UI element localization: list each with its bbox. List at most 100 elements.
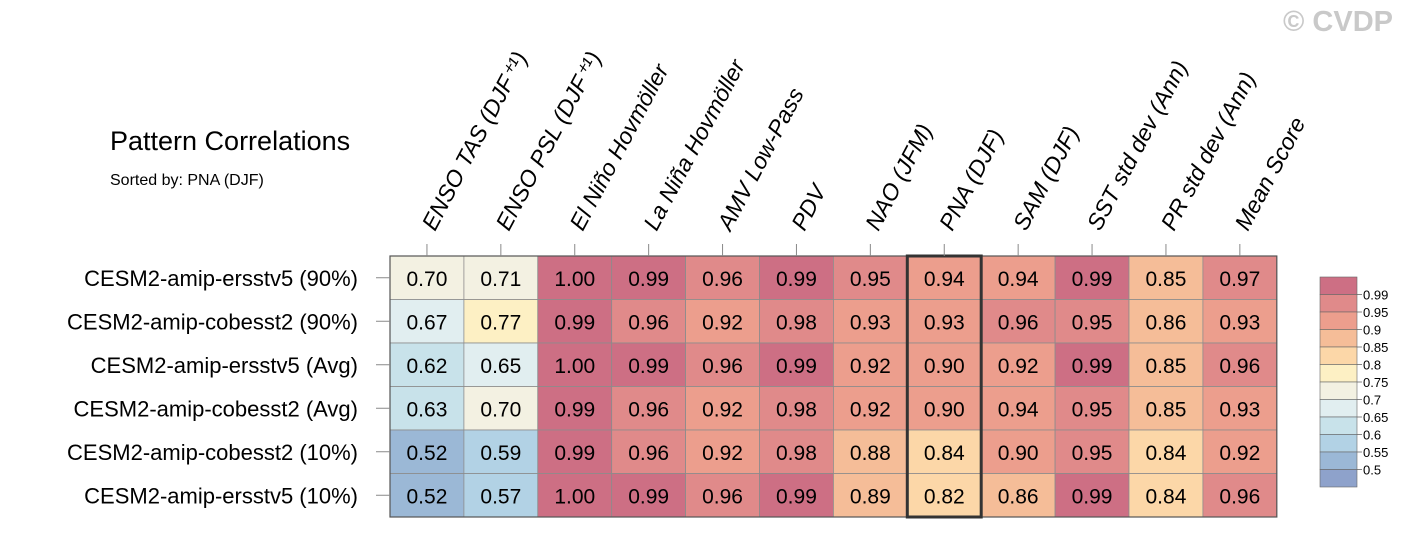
row-label: CESM2-amip-cobesst2 (90%) bbox=[67, 309, 358, 334]
cell-value: 0.92 bbox=[998, 355, 1039, 378]
cell-value: 0.88 bbox=[850, 442, 891, 465]
colorbar-label: 0.99 bbox=[1363, 288, 1388, 303]
cell-value: 0.84 bbox=[924, 442, 965, 465]
heatmap-cell bbox=[685, 299, 760, 344]
colorbar-swatch bbox=[1319, 311, 1358, 330]
cell-value: 0.89 bbox=[850, 485, 891, 508]
heatmap-cell bbox=[833, 299, 908, 344]
cell-value: 0.96 bbox=[1219, 485, 1260, 508]
cell-value: 0.63 bbox=[407, 398, 448, 421]
cell-value: 0.99 bbox=[628, 355, 669, 378]
cell-value: 0.57 bbox=[480, 485, 521, 508]
heatmap-cell bbox=[1128, 473, 1204, 518]
colorbar-label: 0.95 bbox=[1363, 305, 1388, 320]
heatmap-cell bbox=[1128, 429, 1204, 474]
cell-value: 0.99 bbox=[776, 355, 817, 378]
chart-title: Pattern Correlations bbox=[110, 126, 351, 156]
cell-value: 0.96 bbox=[628, 442, 669, 465]
heatmap-cell bbox=[611, 429, 687, 474]
heatmap-cell bbox=[611, 473, 687, 518]
cell-value: 0.59 bbox=[480, 442, 521, 465]
colorbar-swatch bbox=[1319, 276, 1358, 295]
colorbar-swatch bbox=[1319, 364, 1358, 383]
heatmap-cell bbox=[980, 299, 1056, 344]
cell-value: 0.95 bbox=[1072, 311, 1113, 334]
heatmap-cell bbox=[759, 429, 834, 474]
colorbar-label: 0.75 bbox=[1363, 375, 1388, 390]
column-label: PNA (DJF) bbox=[934, 125, 1009, 235]
heatmap-cell bbox=[1054, 342, 1130, 387]
heatmap-cell bbox=[1128, 299, 1204, 344]
cell-value: 0.99 bbox=[1072, 268, 1113, 291]
heatmap-cell bbox=[389, 386, 465, 431]
cell-value: 0.99 bbox=[1072, 355, 1113, 378]
column-label: Mean Score bbox=[1229, 113, 1310, 235]
column-label: SAM (DJF) bbox=[1008, 122, 1084, 235]
row-label: CESM2-amip-cobesst2 (Avg) bbox=[74, 396, 358, 421]
cell-value: 0.96 bbox=[998, 311, 1039, 334]
cell-value: 0.98 bbox=[776, 311, 817, 334]
heatmap-cell bbox=[537, 342, 613, 387]
cell-value: 0.96 bbox=[628, 311, 669, 334]
cell-value: 0.93 bbox=[850, 311, 891, 334]
colorbar-label: 0.65 bbox=[1363, 410, 1388, 425]
row-label: CESM2-amip-ersstv5 (10%) bbox=[84, 483, 358, 508]
chart-subtitle: Sorted by: PNA (DJF) bbox=[110, 172, 264, 189]
colorbar-label: 0.9 bbox=[1363, 323, 1381, 338]
cell-value: 0.94 bbox=[998, 398, 1039, 421]
cell-value: 0.86 bbox=[1146, 311, 1187, 334]
cell-value: 0.95 bbox=[1072, 398, 1113, 421]
heatmap-cell bbox=[611, 342, 687, 387]
cell-value: 0.95 bbox=[850, 268, 891, 291]
colorbar-swatch bbox=[1319, 329, 1358, 348]
heatmap-cell bbox=[1202, 429, 1278, 474]
cell-value: 0.96 bbox=[702, 485, 743, 508]
heatmap-cell bbox=[1202, 255, 1278, 300]
colorbar-label: 0.8 bbox=[1363, 358, 1381, 373]
heatmap-cell bbox=[389, 473, 465, 518]
heatmap-cell bbox=[463, 255, 539, 300]
cell-value: 0.82 bbox=[924, 485, 965, 508]
colorbar-label: 0.85 bbox=[1363, 340, 1388, 355]
cell-value: 1.00 bbox=[554, 268, 595, 291]
heatmap-cell bbox=[1054, 429, 1130, 474]
cell-value: 0.96 bbox=[702, 268, 743, 291]
heatmap-cell bbox=[1202, 342, 1278, 387]
heatmap-cell bbox=[1128, 255, 1204, 300]
heatmap-cell bbox=[463, 473, 539, 518]
cell-value: 0.77 bbox=[480, 311, 521, 334]
heatmap-cell bbox=[463, 386, 539, 431]
cell-value: 0.99 bbox=[554, 398, 595, 421]
cell-value: 0.96 bbox=[702, 355, 743, 378]
cell-value: 0.52 bbox=[407, 485, 448, 508]
colorbar-swatch bbox=[1319, 294, 1358, 313]
colorbar-label: 0.7 bbox=[1363, 393, 1381, 408]
heatmap-cell bbox=[389, 299, 465, 344]
cell-value: 0.92 bbox=[850, 398, 891, 421]
row-label: CESM2-amip-ersstv5 (Avg) bbox=[91, 353, 358, 378]
cell-value: 0.90 bbox=[998, 442, 1039, 465]
cell-value: 0.85 bbox=[1146, 355, 1187, 378]
colorbar-swatch bbox=[1319, 416, 1358, 435]
cell-value: 0.65 bbox=[480, 355, 521, 378]
cell-value: 0.71 bbox=[480, 268, 521, 291]
cell-value: 0.93 bbox=[1219, 311, 1260, 334]
cell-value: 0.90 bbox=[924, 355, 965, 378]
heatmap-cell bbox=[685, 473, 760, 518]
colorbar-label: 0.55 bbox=[1363, 445, 1388, 460]
cell-value: 1.00 bbox=[554, 485, 595, 508]
heatmap-cell bbox=[833, 473, 908, 518]
cell-value: 0.92 bbox=[1219, 442, 1260, 465]
heatmap-cell bbox=[759, 299, 834, 344]
cell-value: 0.97 bbox=[1219, 268, 1260, 291]
cell-value: 0.99 bbox=[554, 311, 595, 334]
heatmap-cell bbox=[833, 386, 908, 431]
cell-value: 0.93 bbox=[924, 311, 965, 334]
cell-value: 0.62 bbox=[407, 355, 448, 378]
cell-value: 0.92 bbox=[850, 355, 891, 378]
colorbar-label: 0.6 bbox=[1363, 428, 1381, 443]
cell-value: 0.99 bbox=[776, 268, 817, 291]
cell-value: 0.90 bbox=[924, 398, 965, 421]
cell-value: 0.92 bbox=[702, 398, 743, 421]
heatmap-cell bbox=[685, 429, 760, 474]
